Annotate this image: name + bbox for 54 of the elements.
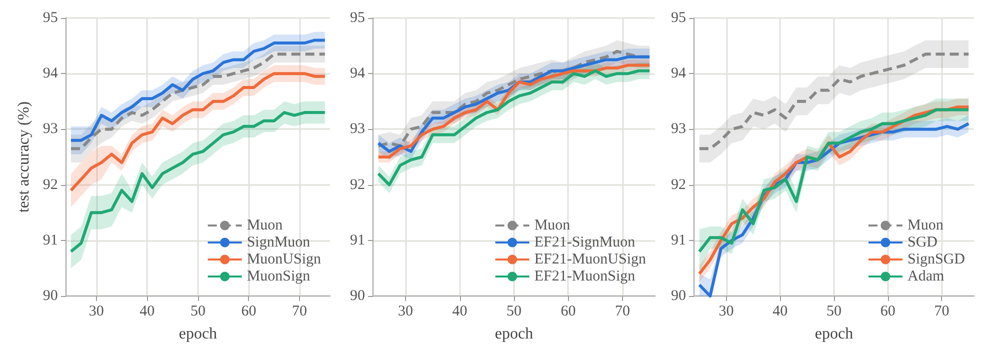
y-tick-label: 94 (350, 66, 366, 82)
y-tick-label: 90 (42, 288, 58, 304)
y-tick-label: 93 (350, 121, 365, 138)
x-tick-label: 40 (452, 304, 468, 320)
y-tick-label: 94 (42, 66, 58, 82)
legend-label: SignMuon (246, 234, 311, 250)
y-tick-label: 95 (42, 10, 58, 26)
x-axis-title: epoch (178, 326, 218, 342)
line-series (69, 52, 326, 150)
x-axis-title: epoch (814, 326, 854, 342)
y-tick-label: 94 (671, 66, 686, 82)
legend-label: EF21-MuonSign (534, 268, 636, 284)
x-tick-label: 30 (718, 304, 734, 320)
x-tick-label: 50 (826, 304, 842, 320)
legend-label: Muon (907, 218, 944, 234)
legend-label: MuonSign (246, 268, 311, 284)
y-tick-label: 95 (671, 10, 686, 26)
legend-label: EF21-SignMuon (534, 234, 636, 250)
line-series (69, 72, 326, 192)
y-tick-label: 92 (42, 176, 58, 193)
line-series (69, 111, 326, 254)
legend-label: Muon (246, 218, 284, 234)
legend-label: EF21-MuonUSign (534, 252, 646, 268)
legend-label: SignSGD (907, 252, 966, 268)
x-tick-label: 30 (398, 304, 414, 320)
x-tick-label: 70 (614, 304, 630, 320)
line-series (69, 38, 326, 142)
x-tick-label: 60 (241, 304, 256, 320)
y-tick-label: 93 (42, 121, 58, 138)
legend-label: Muon (534, 218, 571, 234)
y-tick-label: 92 (350, 176, 365, 193)
x-axis-title: epoch (494, 326, 534, 342)
y-tick-label: 93 (671, 121, 686, 138)
x-tick-label: 50 (506, 304, 522, 320)
x-tick-label: 40 (140, 304, 155, 320)
legend-label: MuonUSign (246, 252, 322, 268)
line-series (698, 52, 970, 150)
x-tick-label: 70 (934, 304, 950, 320)
x-tick-label: 40 (772, 304, 788, 320)
legend-label: SGD (907, 234, 938, 250)
x-tick-label: 70 (292, 304, 308, 320)
x-tick-label: 60 (880, 304, 896, 320)
y-tick-label: 90 (671, 288, 686, 304)
y-tick-label: 91 (42, 232, 58, 248)
y-tick-label: 90 (350, 288, 365, 304)
y-axis-title: test accuracy (%) (16, 101, 32, 213)
x-tick-label: 50 (190, 304, 206, 320)
legend-label: Adam (907, 268, 944, 284)
x-tick-label: 30 (88, 304, 104, 320)
y-tick-label: 91 (350, 232, 365, 248)
y-tick-label: 92 (671, 176, 686, 193)
y-tick-label: 91 (671, 232, 686, 248)
y-tick-label: 95 (350, 10, 365, 26)
x-tick-label: 60 (560, 304, 576, 320)
